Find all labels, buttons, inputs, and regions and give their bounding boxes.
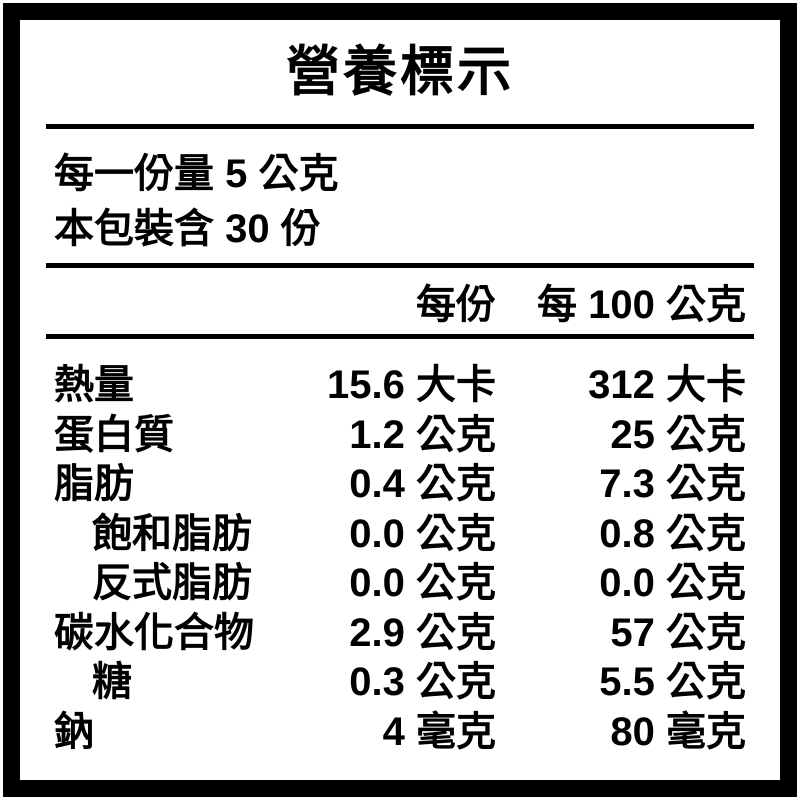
nutrient-name: 脂肪 — [54, 462, 134, 506]
nutrient-per-serving-value: 0.4 公克 — [349, 462, 496, 506]
column-header-per-100g: 每 100 公克 — [537, 283, 746, 327]
table-row: 飽和脂肪 0.0 公克 0.8 公克 — [20, 501, 780, 556]
column-header-per-serving: 每份 — [416, 283, 496, 327]
table-row: 脂肪 0.4 公克 7.3 公克 — [20, 451, 780, 506]
table-row: 蛋白質 1.2 公克 25 公克 — [20, 402, 780, 457]
nutrient-name: 反式脂肪 — [92, 561, 252, 605]
nutrient-name: 熱量 — [54, 363, 134, 407]
column-header-row: 每份 每 100 公克 — [20, 268, 780, 334]
nutrient-per-100g-value: 0.8 公克 — [599, 511, 746, 556]
nutrient-per-serving-value: 2.9 公克 — [349, 610, 496, 655]
nutrient-name: 飽和脂肪 — [92, 511, 252, 556]
page-title: 營養標示 — [286, 42, 514, 102]
nutrient-per-serving-value: 0.0 公克 — [349, 561, 496, 605]
table-row: 反式脂肪 0.0 公克 0.0 公克 — [20, 550, 780, 605]
nutrition-label: 營養標示 每一份量 5 公克 本包裝含 30 份 每份 每 100 公克 熱量 … — [3, 3, 797, 797]
table-row: 碳水化合物 2.9 公克 57 公克 — [20, 600, 780, 655]
table-row: 鈉 4 毫克 80 毫克 — [20, 699, 780, 754]
table-row: 熱量 15.6 大卡 312 大卡 — [20, 352, 780, 407]
nutrient-table: 熱量 15.6 大卡 312 大卡 蛋白質 1.2 公克 25 公克 脂肪 0.… — [20, 339, 780, 754]
nutrient-per-100g-value: 7.3 公克 — [599, 462, 746, 506]
nutrient-per-100g-value: 312 大卡 — [588, 363, 746, 407]
divider-below-serving-info — [46, 263, 754, 268]
nutrient-per-serving-value: 0.3 公克 — [349, 660, 496, 704]
servings-per-package-text: 本包裝含 30 份 — [54, 207, 321, 251]
nutrient-name: 蛋白質 — [54, 412, 174, 457]
divider-below-title — [46, 124, 754, 129]
nutrient-name: 糖 — [92, 660, 132, 704]
nutrient-per-serving-value: 15.6 大卡 — [327, 363, 496, 407]
table-row: 糖 0.3 公克 5.5 公克 — [20, 649, 780, 704]
serving-size-text: 每一份量 5 公克 — [54, 152, 339, 196]
serving-info: 每一份量 5 公克 本包裝含 30 份 — [20, 129, 780, 263]
nutrient-per-serving-value: 4 毫克 — [382, 709, 496, 754]
divider-below-column-headers — [46, 334, 754, 339]
nutrient-name: 鈉 — [54, 709, 94, 754]
nutrient-per-100g-value: 80 毫克 — [610, 709, 746, 754]
nutrient-per-100g-value: 57 公克 — [610, 610, 746, 655]
nutrient-name: 碳水化合物 — [54, 610, 254, 655]
nutrient-per-100g-value: 0.0 公克 — [599, 561, 746, 605]
nutrient-per-serving-value: 1.2 公克 — [349, 412, 496, 457]
nutrient-per-serving-value: 0.0 公克 — [349, 511, 496, 556]
nutrient-per-100g-value: 25 公克 — [610, 412, 746, 457]
nutrient-per-100g-value: 5.5 公克 — [599, 660, 746, 704]
